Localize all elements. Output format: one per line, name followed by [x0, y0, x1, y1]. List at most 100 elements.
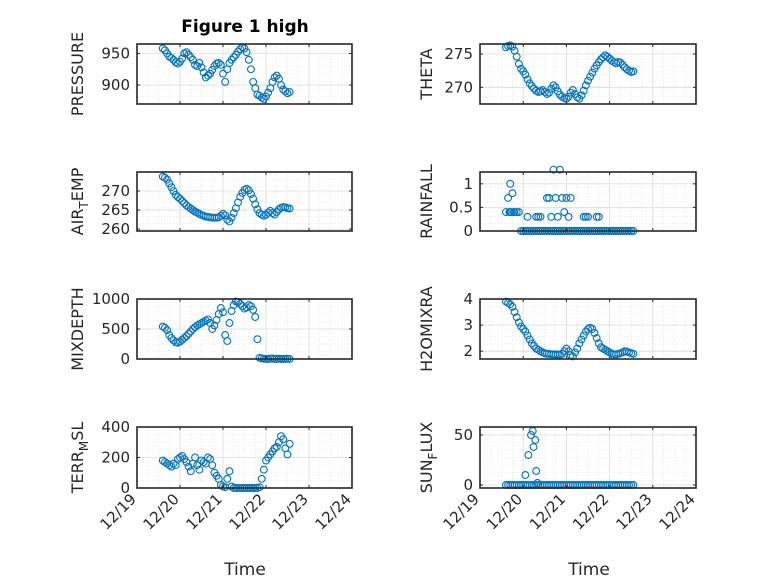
- data-point: [525, 335, 534, 344]
- data-point: [514, 60, 523, 68]
- y-tick-label: 0.5: [449, 198, 473, 216]
- data-point: [210, 321, 219, 330]
- y-tick-label: 270: [101, 182, 130, 200]
- data-point: [530, 342, 538, 350]
- data-point: [584, 76, 592, 85]
- data-point: [521, 471, 530, 479]
- data-point: [588, 325, 597, 333]
- y-axis-label: RAINFALL: [417, 164, 436, 239]
- data-point: [625, 66, 633, 75]
- data-point: [216, 304, 225, 312]
- axes-box: [479, 43, 697, 105]
- data-point: [553, 212, 562, 221]
- data-point: [188, 206, 197, 215]
- data-point: [223, 474, 232, 483]
- data-point: [592, 212, 601, 221]
- data-point: [188, 55, 197, 64]
- y-tick-label: 50: [454, 426, 473, 444]
- axes-box: [479, 298, 697, 360]
- data-point: [504, 194, 513, 202]
- data-point: [584, 212, 592, 221]
- data-point: [566, 88, 575, 97]
- data-point: [592, 334, 601, 343]
- y-tick-label: 0: [463, 222, 473, 240]
- data-point: [163, 175, 172, 184]
- data-point: [510, 308, 519, 316]
- data-point: [577, 335, 586, 344]
- x-tick-label: 12/21: [183, 490, 226, 533]
- data-point: [508, 189, 517, 198]
- data-point: [586, 72, 595, 81]
- data-point: [568, 86, 577, 94]
- data-point: [184, 329, 193, 338]
- data-point: [527, 82, 536, 90]
- data-point: [584, 325, 592, 333]
- data-point: [244, 186, 253, 195]
- data-point: [564, 92, 573, 101]
- data-point: [176, 194, 184, 203]
- figure-title: Figure 1 high: [181, 17, 309, 37]
- data-point: [285, 204, 294, 213]
- data-point: [223, 337, 232, 345]
- y-tick-label: 2: [463, 342, 473, 360]
- data-point: [272, 442, 281, 451]
- y-tick-label: 265: [101, 201, 130, 219]
- data-point: [566, 194, 575, 202]
- data-point: [586, 323, 595, 332]
- data-point: [525, 79, 534, 88]
- data-point: [512, 52, 521, 61]
- x-tick-label: 12/22: [569, 490, 612, 533]
- data-point: [225, 319, 234, 327]
- data-point: [531, 436, 540, 444]
- y-axis-label-part: TERR: [68, 451, 87, 494]
- data-point: [536, 347, 545, 356]
- data-point: [534, 212, 543, 221]
- data-point: [562, 194, 571, 202]
- data-point: [223, 215, 232, 224]
- data-point: [523, 75, 532, 84]
- plot-area: [137, 172, 352, 231]
- data-point: [573, 93, 582, 102]
- data-point: [158, 44, 167, 53]
- data-point: [524, 451, 533, 459]
- y-axis-label-part: SL: [68, 422, 87, 441]
- data-point: [532, 344, 541, 353]
- y-axis-label-part: EMP: [68, 167, 87, 201]
- data-point: [251, 313, 260, 321]
- data-point: [532, 467, 541, 475]
- data-point: [272, 208, 281, 216]
- axes-box: [136, 43, 353, 105]
- y-axis-label: TERRMSL: [68, 422, 91, 495]
- data-point: [197, 63, 206, 72]
- data-point: [227, 213, 236, 222]
- x-tick-label: 12/22: [226, 490, 269, 533]
- data-point: [163, 326, 172, 335]
- data-point: [579, 212, 588, 221]
- axes-rainfall: 0 0.5 1 RAINFALL: [417, 164, 697, 240]
- data-point: [229, 209, 238, 218]
- data-point: [225, 467, 234, 476]
- data-point: [195, 58, 204, 67]
- data-point: [182, 332, 191, 341]
- x-tick-label: 12/24: [656, 490, 699, 533]
- y-tick-label: 1000: [92, 290, 130, 308]
- y-axis-label: H2OMIXRA: [417, 286, 436, 372]
- data-point: [186, 53, 195, 62]
- data-point: [506, 300, 515, 309]
- data-point: [180, 334, 189, 342]
- data-point: [253, 205, 262, 214]
- data-point: [219, 308, 227, 317]
- data-point: [277, 81, 285, 90]
- axes-theta: 270 275 THETA: [417, 41, 697, 105]
- data-point: [262, 92, 270, 101]
- data-point: [193, 461, 202, 470]
- data-point: [514, 208, 523, 217]
- y-axis-label: AIRTEMP: [68, 167, 91, 235]
- data-point: [599, 344, 608, 353]
- data-point: [553, 350, 562, 359]
- data-point: [597, 343, 605, 352]
- data-point: [225, 217, 234, 226]
